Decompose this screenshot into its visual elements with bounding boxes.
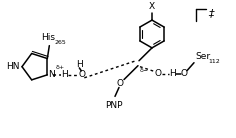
- Text: HN: HN: [7, 62, 20, 71]
- Text: ‡: ‡: [208, 8, 214, 18]
- Text: H: H: [61, 70, 68, 79]
- Text: δ−: δ−: [140, 68, 149, 73]
- Text: Ser: Ser: [195, 52, 210, 61]
- Text: PNP: PNP: [105, 101, 123, 110]
- Text: His: His: [41, 33, 55, 42]
- Text: H: H: [169, 69, 175, 78]
- Text: O: O: [79, 70, 86, 79]
- Text: O: O: [117, 79, 123, 88]
- Text: 265: 265: [54, 40, 66, 45]
- Text: N: N: [48, 70, 55, 79]
- Text: 112: 112: [208, 59, 220, 64]
- Text: O: O: [155, 69, 161, 78]
- Text: H: H: [76, 60, 83, 69]
- Text: X: X: [149, 2, 155, 11]
- Text: O: O: [181, 69, 187, 78]
- Text: δ+: δ+: [55, 65, 64, 70]
